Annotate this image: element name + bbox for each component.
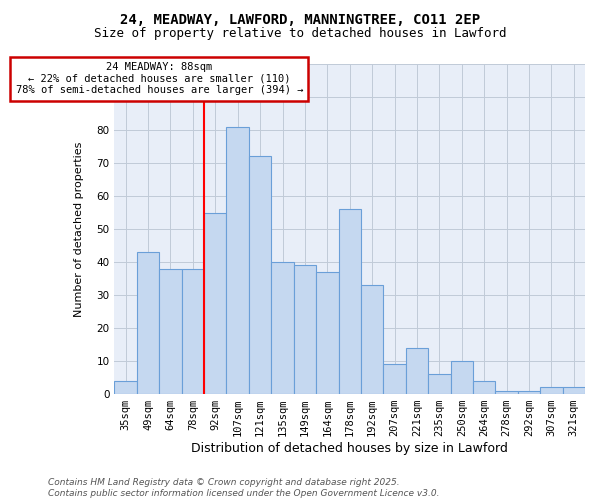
Bar: [383, 364, 406, 394]
Bar: [182, 268, 204, 394]
Bar: [137, 252, 159, 394]
Bar: [204, 212, 226, 394]
Bar: [361, 285, 383, 394]
Bar: [249, 156, 271, 394]
Text: Contains HM Land Registry data © Crown copyright and database right 2025.
Contai: Contains HM Land Registry data © Crown c…: [48, 478, 439, 498]
Bar: [406, 348, 428, 394]
Bar: [563, 388, 585, 394]
Bar: [496, 391, 518, 394]
Bar: [338, 209, 361, 394]
Text: 24, MEADWAY, LAWFORD, MANNINGTREE, CO11 2EP: 24, MEADWAY, LAWFORD, MANNINGTREE, CO11 …: [120, 12, 480, 26]
Bar: [226, 126, 249, 394]
Bar: [473, 381, 496, 394]
Bar: [159, 268, 182, 394]
Text: 24 MEADWAY: 88sqm
← 22% of detached houses are smaller (110)
78% of semi-detache: 24 MEADWAY: 88sqm ← 22% of detached hous…: [16, 62, 303, 96]
Bar: [115, 381, 137, 394]
Bar: [518, 391, 540, 394]
Text: Size of property relative to detached houses in Lawford: Size of property relative to detached ho…: [94, 28, 506, 40]
Bar: [271, 262, 294, 394]
Bar: [540, 388, 563, 394]
Bar: [294, 266, 316, 394]
Y-axis label: Number of detached properties: Number of detached properties: [74, 142, 85, 316]
Bar: [451, 361, 473, 394]
Bar: [316, 272, 338, 394]
X-axis label: Distribution of detached houses by size in Lawford: Distribution of detached houses by size …: [191, 442, 508, 455]
Bar: [428, 374, 451, 394]
